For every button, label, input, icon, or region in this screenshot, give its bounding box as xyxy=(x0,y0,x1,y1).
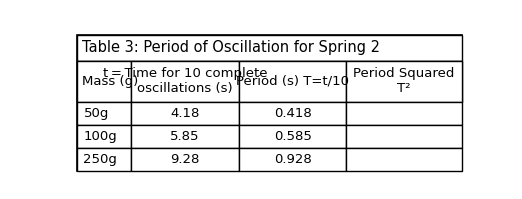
Bar xyxy=(131,125,239,148)
Bar xyxy=(77,148,131,171)
Bar xyxy=(347,148,461,171)
Bar xyxy=(77,35,461,171)
Text: 5.85: 5.85 xyxy=(170,130,200,143)
Text: 0.928: 0.928 xyxy=(274,153,312,166)
Text: Mass (g): Mass (g) xyxy=(82,75,138,88)
Bar xyxy=(131,148,239,171)
Bar xyxy=(131,60,239,102)
Text: Period Squared
T²: Period Squared T² xyxy=(353,67,455,95)
Bar xyxy=(77,60,131,102)
Bar xyxy=(239,125,347,148)
Bar xyxy=(77,35,461,60)
Bar xyxy=(347,60,461,102)
Bar xyxy=(347,125,461,148)
Text: 9.28: 9.28 xyxy=(170,153,200,166)
Text: 50g: 50g xyxy=(84,107,109,120)
Text: t = Time for 10 complete
oscillations (s): t = Time for 10 complete oscillations (s… xyxy=(103,67,267,95)
Bar xyxy=(131,102,239,125)
Bar xyxy=(239,60,347,102)
Text: 0.585: 0.585 xyxy=(274,130,312,143)
Text: 100g: 100g xyxy=(84,130,117,143)
Text: 0.418: 0.418 xyxy=(274,107,312,120)
Bar xyxy=(239,102,347,125)
Text: 250g: 250g xyxy=(84,153,117,166)
Bar xyxy=(77,60,461,102)
Text: Period (s) T=t/10: Period (s) T=t/10 xyxy=(236,75,349,88)
Bar xyxy=(239,148,347,171)
Bar xyxy=(347,102,461,125)
Text: Table 3: Period of Oscillation for Spring 2: Table 3: Period of Oscillation for Sprin… xyxy=(82,40,380,55)
Bar xyxy=(77,102,131,125)
Text: 4.18: 4.18 xyxy=(170,107,200,120)
Bar xyxy=(77,125,131,148)
